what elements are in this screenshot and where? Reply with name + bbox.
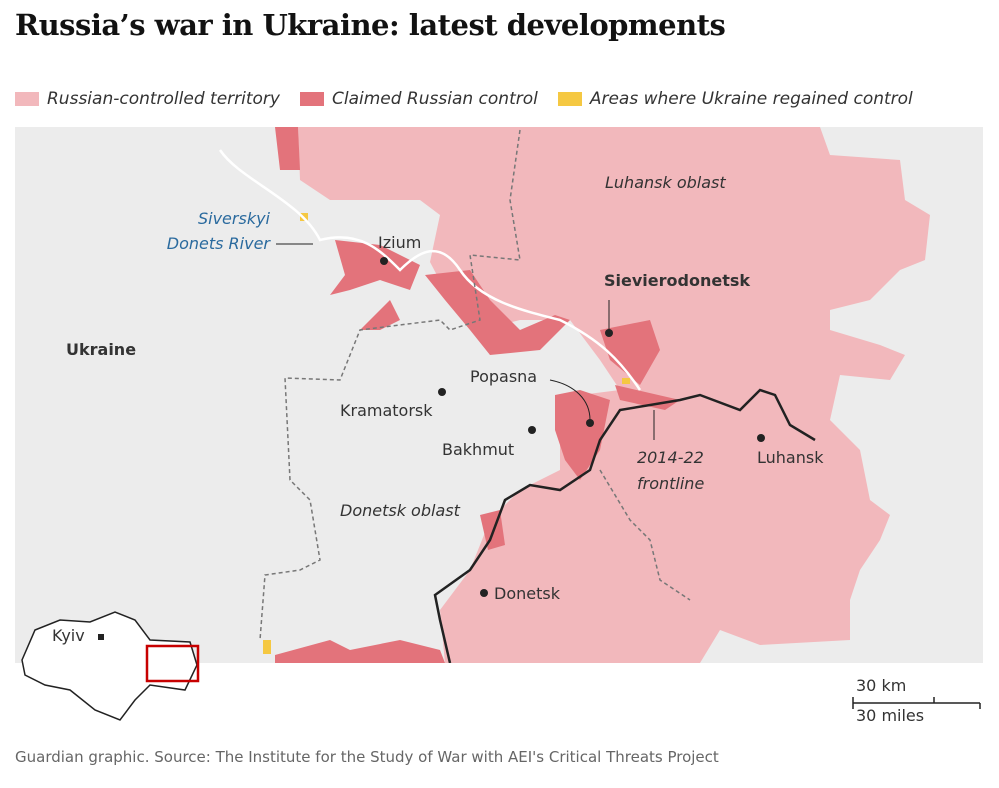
map-label: Luhansk oblast: [605, 173, 726, 192]
scale-label: 30 km: [856, 676, 906, 695]
city-dots: [380, 257, 765, 597]
swatch: [557, 92, 582, 106]
legend-label: Claimed Russian control: [331, 89, 538, 109]
map-label: Kramatorsk: [340, 401, 433, 420]
legend-label: Russian-controlled territory: [47, 89, 280, 109]
river: [218, 149, 642, 391]
map-label: Kyiv: [52, 626, 85, 645]
map-label: Sievierodonetsk: [604, 271, 750, 290]
scale-label: 30 miles: [856, 706, 924, 725]
legend-item: Claimed Russian control: [299, 89, 538, 109]
map-label: Ukraine: [66, 340, 136, 359]
claimed-area: [275, 127, 680, 663]
oblast-border: [599, 469, 691, 601]
legend-label: Areas where Ukraine regained control: [589, 89, 913, 109]
leader-line: [549, 300, 655, 440]
map-label: Popasna: [470, 367, 537, 386]
source: Guardian graphic. Source: The Institute …: [15, 748, 719, 766]
map-label: Siverskyi: [198, 209, 271, 228]
swatch: [15, 92, 39, 106]
inset-map: Kyiv: [21, 611, 200, 721]
legend: Russian-controlled territory Claimed Rus…: [15, 89, 913, 109]
title: Russia’s war in Ukraine: latest developm…: [15, 8, 726, 42]
map-label: Donetsk oblast: [340, 501, 461, 520]
map-label: Izium: [378, 233, 421, 252]
map-label: Bakhmut: [442, 440, 514, 459]
map-label: Luhansk: [757, 448, 824, 467]
legend-item: Areas where Ukraine regained control: [557, 89, 913, 109]
map-label: Donetsk: [494, 584, 561, 603]
swatch: [299, 92, 324, 106]
scale-bar: 30 km 30 miles: [852, 676, 981, 725]
map-label: frontline: [637, 474, 704, 493]
oblast-border: [259, 129, 521, 641]
map-label: 2014-22: [637, 448, 704, 467]
map: Luhansk oblast Siverskyi Donets River Iz…: [15, 127, 983, 725]
map-label: Donets River: [167, 234, 272, 253]
frontline: [433, 388, 816, 663]
legend-item: Russian-controlled territory: [15, 89, 280, 109]
russian-territory: [298, 127, 930, 663]
